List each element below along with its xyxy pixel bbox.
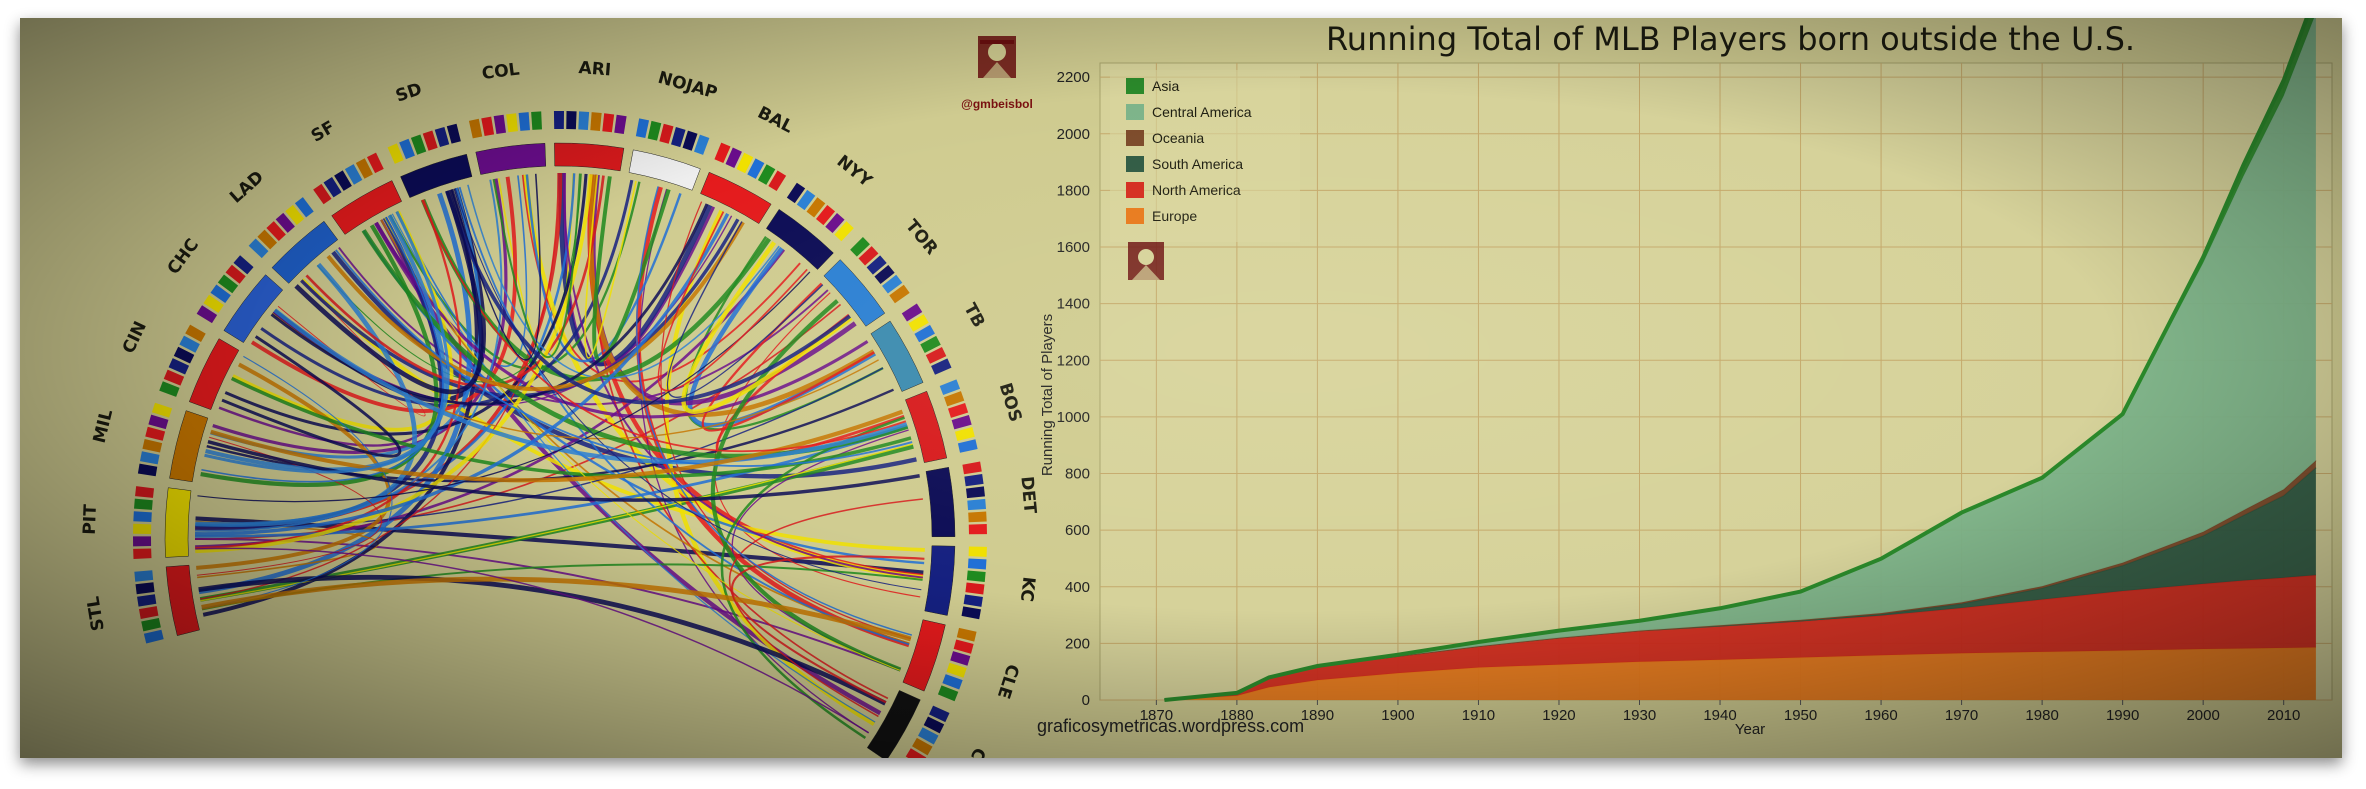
y-tick-label: 2200 [1057,69,1090,86]
y-tick-label: 1000 [1057,409,1090,426]
legend-swatch [1126,208,1144,224]
legend-label: Central America [1152,104,1252,120]
x-tick-label: 2000 [2186,707,2219,724]
legend-label: North America [1152,182,1241,198]
x-tick-label: 1960 [1864,707,1897,724]
legend-label: South America [1152,156,1243,172]
y-tick-label: 800 [1065,466,1090,483]
area-chart: 0 200 400 600 800 1000 1200 1400 1600 1800 2000 220… [1037,18,2333,738]
y-tick-label: 1200 [1057,352,1090,369]
x-axis-label: Year [1735,721,1765,738]
legend: Asia Central America Oceania South America N… [1110,70,1300,242]
y-tick-label: 400 [1065,579,1090,596]
x-tick-label: 1900 [1381,707,1414,724]
legend-swatch [1126,182,1144,198]
legend-swatch [1126,130,1144,146]
y-tick-label: 1400 [1057,296,1090,313]
y-tick-label: 1600 [1057,239,1090,256]
legend-swatch [1126,104,1144,120]
gmbeisbol-logo-small [1128,242,1164,280]
x-tick-label: 2010 [2267,707,2300,724]
y-tick-label: 0 [1082,692,1090,709]
y-tick-label: 1800 [1057,182,1090,199]
legend-swatch [1126,78,1144,94]
y-axis-label: Running Total of Players [1039,314,1056,476]
x-tick-label: 1970 [1945,707,1978,724]
x-tick-label: 1980 [2025,707,2058,724]
chart-title: Running Total of MLB Players born outsid… [1326,20,2135,58]
x-tick-label: 1890 [1301,707,1334,724]
x-tick-label: 1990 [2106,707,2139,724]
x-tick-label: 1920 [1542,707,1575,724]
x-tick-label: 1950 [1784,707,1817,724]
credit-url: graficosymetricas.wordpress.com [1037,716,1304,736]
y-axis-ticks: 0 200 400 600 800 1000 1200 1400 1600 1800 2000 220… [1057,69,1090,709]
legend-swatch [1126,156,1144,172]
y-tick-label: 2000 [1057,126,1090,143]
legend-label: Asia [1152,78,1179,94]
x-tick-label: 1910 [1462,707,1495,724]
x-tick-label: 1930 [1623,707,1656,724]
legend-label: Europe [1152,208,1197,224]
x-tick-label: 1940 [1703,707,1736,724]
y-tick-label: 200 [1065,635,1090,652]
y-tick-label: 600 [1065,522,1090,539]
figure-frame: STL PIT MIL CIN CHC LAD SF SD COL ARI NOJAP BAL NYY T… [20,18,2342,758]
legend-label: Oceania [1152,130,1204,146]
x-axis-ticks: 1870 1880 1890 1900 1910 1920 1930 1940 1950 1960… [1140,700,2300,724]
